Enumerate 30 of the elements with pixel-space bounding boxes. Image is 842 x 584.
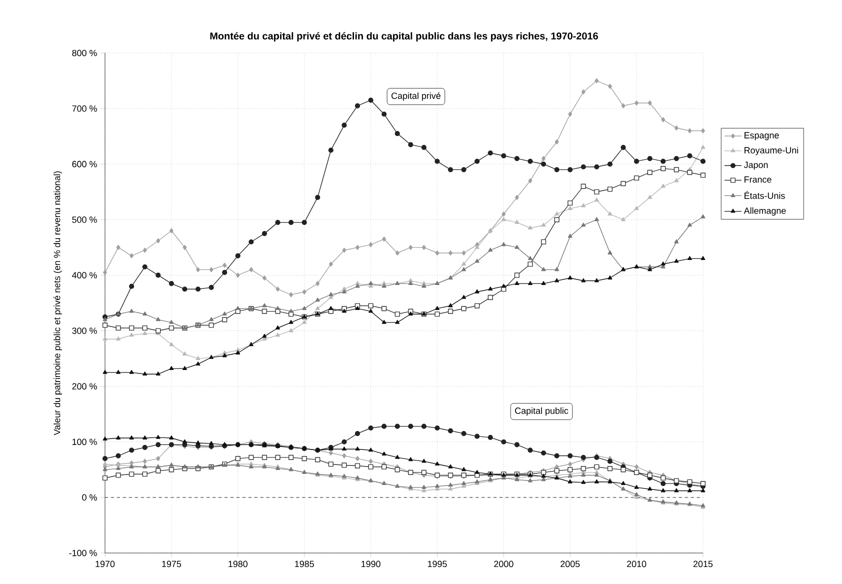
x-tick-label: 1970 (96, 560, 115, 568)
y-tick-label: 200 % (72, 383, 97, 390)
legend-label: Japon (744, 162, 768, 170)
legend-label: États-Unis (744, 191, 785, 199)
x-tick-label: 2015 (693, 560, 713, 568)
y-tick-label: 700 % (72, 105, 97, 112)
y-tick-label: 100 % (72, 438, 97, 446)
legend-label: Royaume-Uni (744, 146, 798, 156)
y-tick-label: 500 % (72, 216, 97, 223)
y-tick-label: 400 % (72, 272, 97, 278)
x-tick-label: 2010 (627, 560, 646, 568)
legend-label: Espagne (744, 132, 779, 140)
legend-label: France (744, 176, 772, 183)
y-tick-label: 300 % (72, 328, 97, 334)
x-tick-label: 2005 (560, 560, 580, 568)
y-axis-title: Valeur du patrimoine public et privé nets (en % du revenu national) (54, 171, 62, 436)
x-tick-label: 1985 (295, 560, 314, 568)
x-tick-label: 1980 (228, 560, 248, 568)
chart-title: Montée du capital privé et déclin du capital public dans les pays riches, 1970-2016 (210, 32, 598, 42)
annotation: Capital privé (392, 92, 440, 101)
y-tick-label: 600 % (72, 160, 97, 168)
x-tick-label: 1975 (162, 560, 182, 568)
legend-label: Allemagne (744, 207, 786, 216)
x-tick-label: 1990 (361, 560, 380, 568)
x-tick-label: 1995 (428, 560, 447, 568)
y-tick-label: 0 % (82, 494, 97, 501)
x-tick-label: 2000 (494, 560, 514, 568)
y-tick-label: -100 % (69, 550, 97, 556)
annotation: Capital public (515, 407, 568, 416)
y-tick-label: 800 % (72, 50, 97, 56)
